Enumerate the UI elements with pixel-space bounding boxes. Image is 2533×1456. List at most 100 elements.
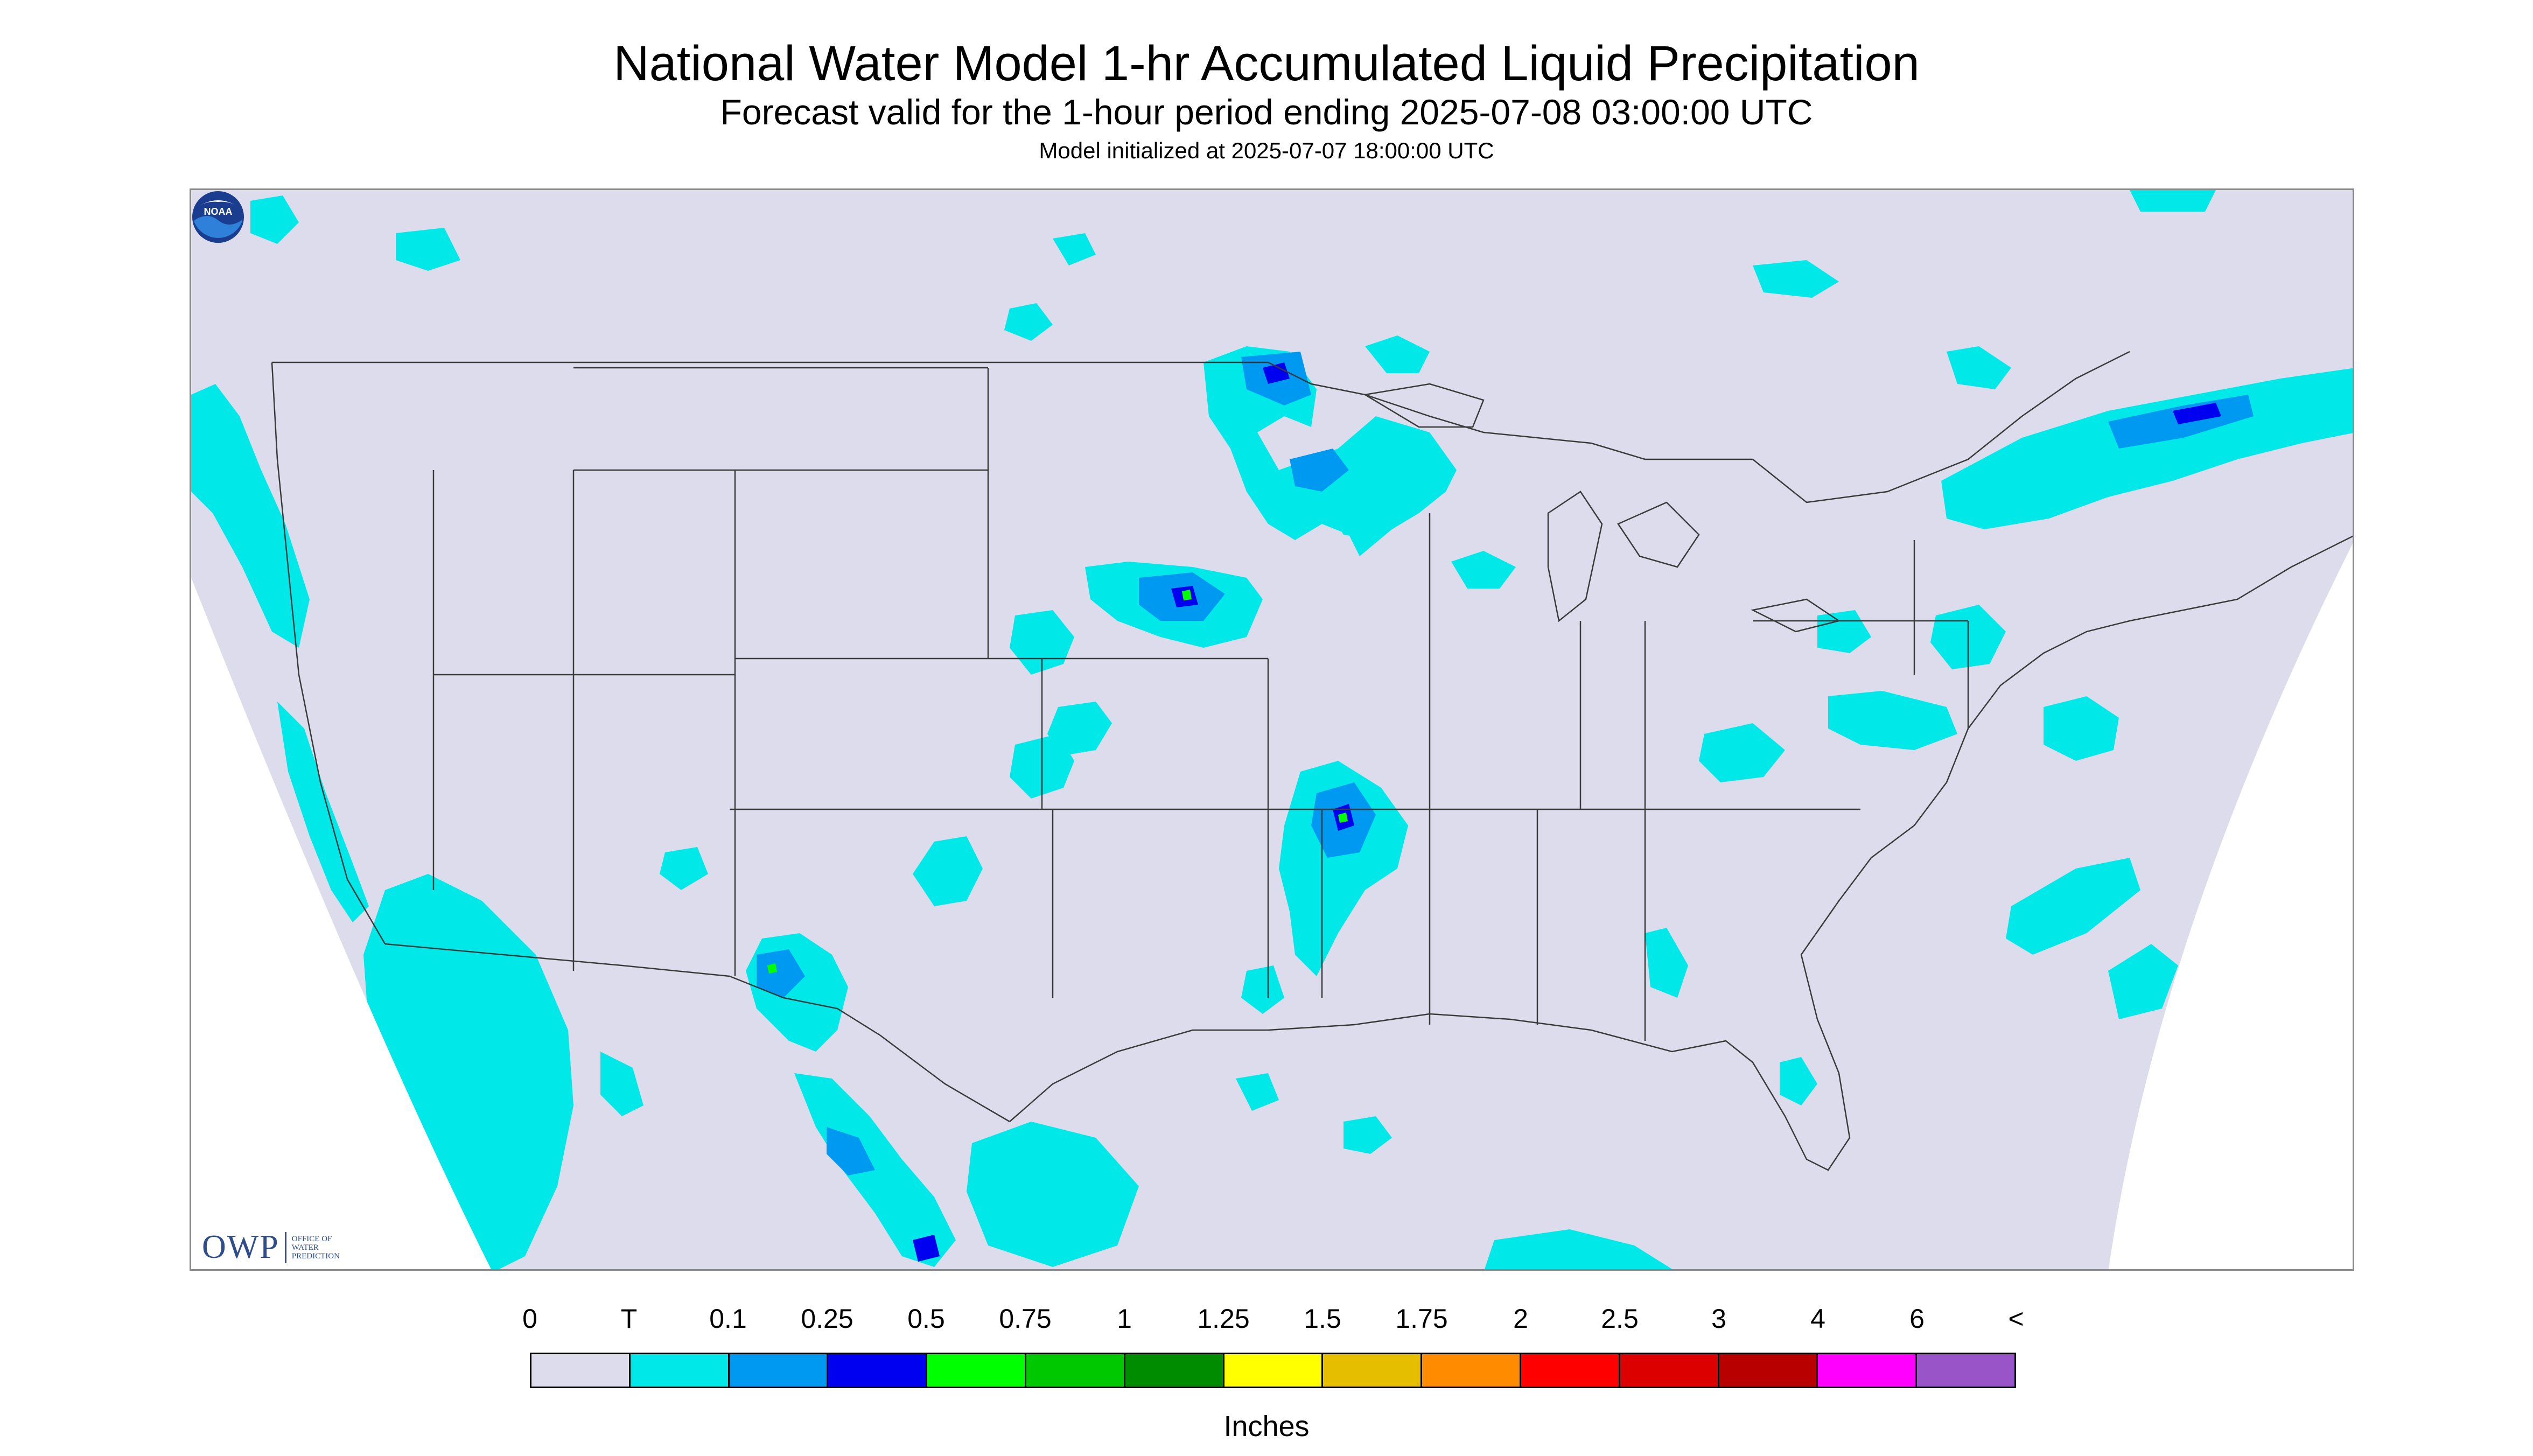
- louisiana-precip: [1241, 965, 1284, 1014]
- arizona-precip: [660, 847, 708, 890]
- great-lakes-outline: [1363, 383, 1841, 633]
- legend-tick: 0.5: [907, 1304, 945, 1334]
- north-dakota-precip: [1004, 303, 1053, 341]
- legend-swatch: [1521, 1354, 1620, 1387]
- mexico-moderate-core: [913, 1235, 940, 1262]
- legend-swatch: [1422, 1354, 1521, 1387]
- atlantic-offshore-precip: [2044, 696, 2119, 761]
- central-mexico-precip: [967, 1122, 1139, 1267]
- geographic-boundaries: [271, 351, 2353, 1171]
- noaa-logo: NOAA: [192, 191, 244, 243]
- new-mexico-heavy-core: [767, 963, 777, 974]
- legend-swatch: [1323, 1354, 1423, 1387]
- florida-precip: [1780, 1057, 1817, 1105]
- owp-logo: OWP Office of Water Prediction: [202, 1228, 340, 1266]
- gulf-coast-precip: [1344, 1116, 1392, 1154]
- gulf-coastline: [1009, 1013, 1851, 1171]
- legend-tick: 0.75: [999, 1304, 1052, 1334]
- legend-swatch: [729, 1354, 829, 1387]
- baja-precip: [600, 1052, 643, 1116]
- lake-superior-precip: [1365, 335, 1430, 373]
- atlantic-band-precip: [2108, 944, 2178, 1019]
- legend-swatch: [1818, 1354, 1918, 1387]
- legend-tick: 1.75: [1395, 1304, 1448, 1334]
- precipitation-map: OWP Office of Water Prediction NOAA: [190, 188, 2354, 1271]
- legend-tick: <: [2008, 1304, 2024, 1334]
- legend-swatch: [927, 1354, 1026, 1387]
- model-init-note: Model initialized at 2025-07-07 18:00:00…: [1039, 138, 1494, 163]
- outside-domain-left: [191, 578, 492, 1269]
- legend-tick: 1: [1117, 1304, 1132, 1334]
- maritimes-precip: [2130, 190, 2216, 212]
- outside-domain-right: [2108, 544, 2353, 1269]
- northeast-moderate-core: [2173, 403, 2221, 424]
- atlantic-coastline: [1800, 535, 2353, 1020]
- washington-precip: [250, 195, 299, 244]
- precip-heavy-areas: [767, 590, 1348, 974]
- state-line-mountain: [432, 470, 736, 976]
- state-line-northeast: [1753, 540, 1969, 729]
- minnesota-band-precip: [1327, 481, 1408, 540]
- legend-swatch: [1719, 1354, 1818, 1387]
- pacific-coast-precip: [277, 702, 369, 922]
- south-dakota-heavy-core: [1182, 590, 1192, 600]
- legend-tick: T: [620, 1304, 638, 1334]
- legend-tick: 1.5: [1304, 1304, 1341, 1334]
- pacific-northwest-coast-precip: [191, 384, 310, 648]
- mexico-light-core: [827, 1127, 875, 1175]
- new-mexico-light-core: [757, 949, 805, 998]
- mid-atlantic-precip: [1828, 691, 1957, 750]
- wisconsin-light-core: [1290, 449, 1349, 492]
- owp-logo-mark: OWP: [202, 1229, 279, 1265]
- texas-gulf-precip: [1236, 1073, 1279, 1111]
- map-canvas: [191, 190, 2353, 1269]
- ohio-valley-precip: [1699, 723, 1785, 782]
- state-line-dakotas: [573, 367, 989, 659]
- owp-logo-wordmark: Office of Water Prediction: [292, 1235, 340, 1261]
- legend-swatch: [1917, 1354, 2014, 1387]
- legend-tick: 6: [1909, 1304, 1925, 1334]
- legend-colorbar: [530, 1353, 2016, 1388]
- legend-swatch: [1620, 1354, 1719, 1387]
- owp-logo-divider: [284, 1231, 286, 1263]
- pacific-ocean-precip: [363, 874, 573, 1269]
- legend-tick: 1.25: [1197, 1304, 1250, 1334]
- legend-tick: 0: [522, 1304, 537, 1334]
- owp-logo-line: Prediction: [291, 1251, 340, 1261]
- legend-swatch: [630, 1354, 730, 1387]
- legend-swatch: [1125, 1354, 1224, 1387]
- owp-logo-line: Water: [291, 1243, 319, 1252]
- legend-swatch: [1224, 1354, 1324, 1387]
- atlantic-south-precip: [2006, 858, 2140, 955]
- texas-panhandle-precip: [913, 836, 983, 906]
- us-mexico-border: [384, 943, 1010, 1123]
- canadian-plains-precip: [1053, 233, 1096, 265]
- map-subtitle: Forecast valid for the 1-hour period end…: [720, 92, 1813, 132]
- legend-tick: 3: [1711, 1304, 1726, 1334]
- georgia-precip: [1645, 928, 1688, 998]
- legend-tick: 2.5: [1601, 1304, 1639, 1334]
- oklahoma-heavy-core: [1338, 813, 1348, 823]
- map-title: National Water Model 1-hr Accumulated Li…: [613, 36, 1920, 91]
- east-canada-precip: [1753, 260, 1839, 298]
- legend-tick: 2: [1513, 1304, 1528, 1334]
- kansas-precip: [1047, 702, 1112, 755]
- legend-tick: 0.25: [801, 1304, 853, 1334]
- legend-tick: 0.1: [709, 1304, 747, 1334]
- gulf-mexico-south-precip: [1485, 1229, 1673, 1269]
- quebec-precip: [1947, 346, 2011, 389]
- legend-swatch: [531, 1354, 631, 1387]
- minnesota-moderate-core: [1263, 362, 1290, 384]
- state-line-plains: [730, 657, 1269, 998]
- legend-tick: 4: [1810, 1304, 1825, 1334]
- legend-swatch: [828, 1354, 928, 1387]
- great-lakes-precip: [1451, 551, 1516, 589]
- pacific-coastline: [271, 362, 386, 944]
- us-canada-border: [272, 351, 2130, 503]
- noaa-logo-text: NOAA: [204, 206, 233, 217]
- idaho-precip: [396, 228, 460, 271]
- legend-units: Inches: [1223, 1410, 1310, 1443]
- state-line-midwest: [1268, 513, 1753, 810]
- owp-logo-line: Office of: [291, 1234, 332, 1243]
- state-line-south: [1321, 808, 1860, 1041]
